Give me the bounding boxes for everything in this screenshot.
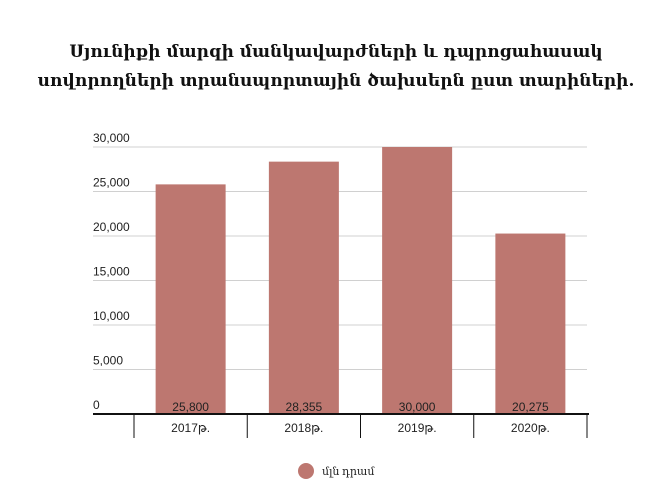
x-axis [93, 413, 589, 438]
x-category-label: 2020թ. [511, 421, 550, 435]
x-category-label: 2018թ. [284, 421, 323, 435]
chart-title-line-1: Սյունիքի մարզի մանկավարժների և դպրոցահաս… [69, 42, 602, 62]
y-tick-label: 30,000 [93, 131, 130, 145]
legend-swatch [298, 463, 314, 479]
legend: մլն դրամ [298, 463, 375, 479]
x-axis-categories: 2017թ. 2018թ. 2019թ. 2020թ. [171, 421, 550, 435]
data-label: 30,000 [399, 400, 436, 414]
bar [155, 184, 226, 414]
y-tick-label: 0 [93, 398, 100, 412]
y-tick-label: 5,000 [93, 354, 123, 368]
y-axis-ticks: 0 5,000 10,000 15,000 20,000 25,000 30,000 [93, 131, 130, 412]
chart-title-line-2: սովորողների տրանսպորտային ծախսերն ըստ տա… [38, 71, 635, 91]
legend-label: մլն դրամ [322, 466, 375, 478]
y-tick-label: 15,000 [93, 265, 130, 279]
data-label: 20,275 [512, 400, 549, 414]
y-tick-label: 25,000 [93, 176, 130, 190]
data-label: 28,355 [286, 400, 323, 414]
bars [155, 147, 566, 414]
y-tick-label: 20,000 [93, 220, 130, 234]
x-category-label: 2019թ. [398, 421, 437, 435]
bar [382, 147, 453, 414]
data-labels: 25,800 28,355 30,000 20,275 [172, 400, 549, 414]
y-tick-label: 10,000 [93, 309, 130, 323]
bar [495, 233, 566, 414]
x-category-label: 2017թ. [171, 421, 210, 435]
bar [268, 161, 339, 414]
data-label: 25,800 [172, 400, 209, 414]
